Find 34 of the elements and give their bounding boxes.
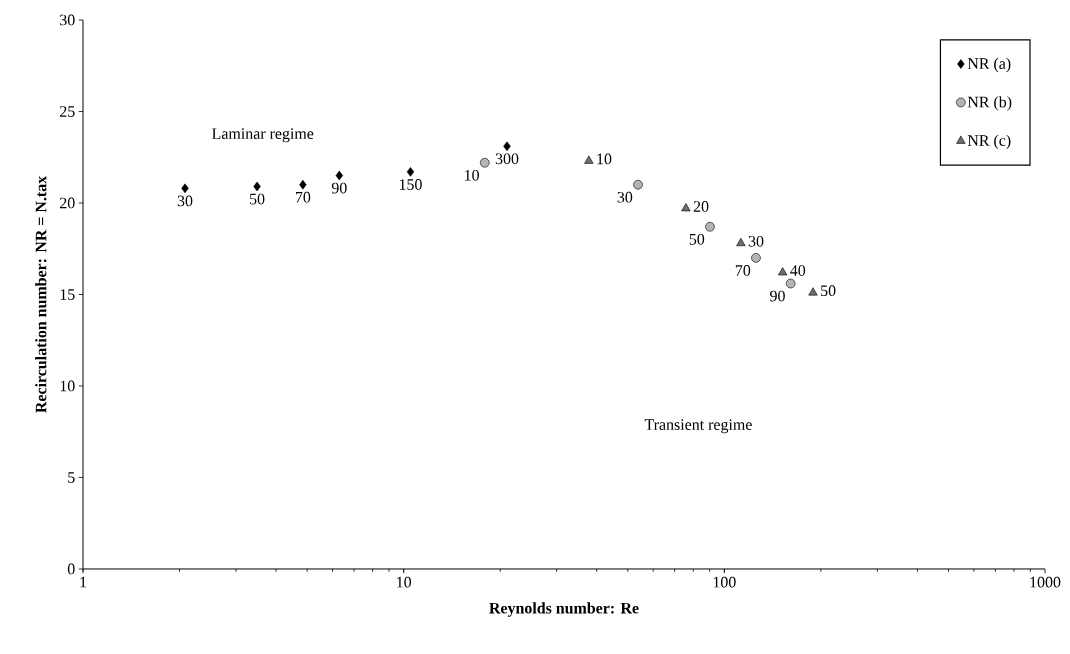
legend-label: NR (b) — [967, 96, 1012, 111]
annotation: 50 — [821, 285, 836, 297]
x-axis-title: Reynolds number: Re — [489, 602, 639, 617]
annotation: 30 — [617, 191, 633, 203]
x-tick-label: 100 — [713, 576, 736, 588]
annotation: Transient regime — [644, 419, 752, 434]
x-tick-label: 1000 — [1030, 576, 1061, 588]
x-tick-label: 10 — [397, 576, 412, 588]
annotation: 10 — [465, 169, 479, 181]
annotation: 90 — [331, 182, 347, 194]
y-tick-label: 10 — [60, 380, 75, 392]
annotation: 10 — [597, 153, 612, 165]
y-tick-label: 20 — [60, 197, 75, 209]
y-tick-label: 30 — [60, 14, 75, 26]
annotation: 40 — [790, 265, 806, 276]
annotation: 70 — [295, 191, 311, 203]
annotation: 50 — [250, 193, 265, 205]
x-tick-label: 1 — [80, 576, 87, 588]
legend-label: NR (a) — [967, 57, 1011, 73]
annotation: 30 — [177, 195, 193, 207]
y-tick-label: 25 — [60, 106, 75, 117]
annotation: Laminar regime — [212, 128, 314, 143]
y-axis-title: Recirculation number: NR = N.tax — [35, 175, 47, 413]
annotation: 90 — [770, 290, 785, 302]
y-tick-label: 15 — [60, 289, 75, 300]
annotation: 20 — [693, 201, 709, 212]
y-tick-label: 0 — [67, 563, 75, 575]
annotation: 150 — [399, 179, 422, 190]
y-tick-label: 5 — [68, 472, 75, 483]
legend-label: NR (c) — [967, 134, 1011, 150]
annotation: 300 — [495, 153, 519, 165]
annotation: 70 — [735, 265, 751, 276]
annotation: 50 — [689, 233, 705, 245]
annotation: 30 — [748, 235, 764, 247]
